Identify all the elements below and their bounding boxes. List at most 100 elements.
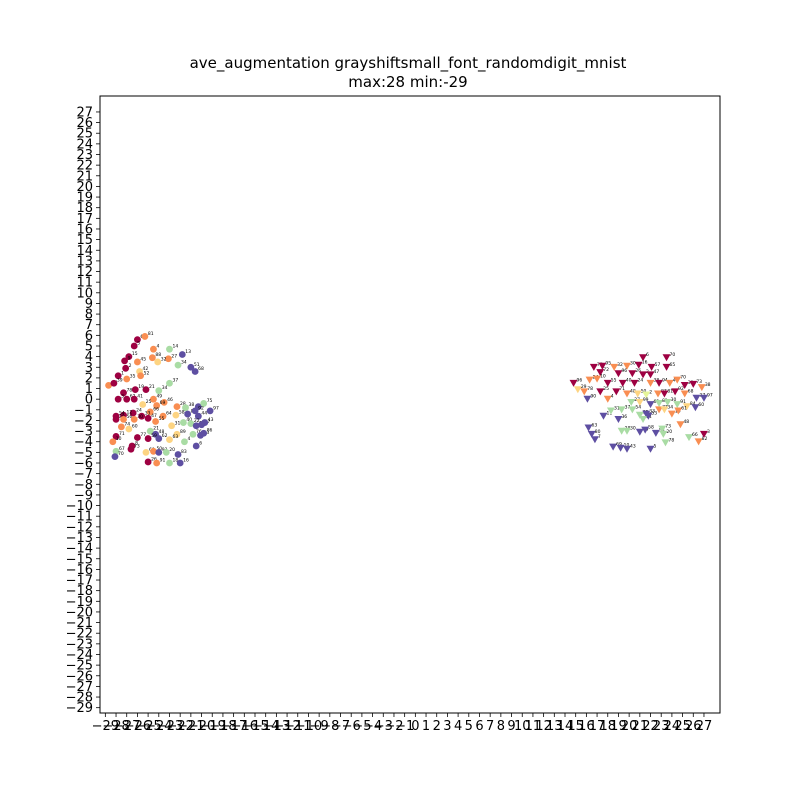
scatter-point-triangle: [680, 381, 689, 389]
scatter-point-circle: [142, 386, 150, 394]
scatter-point-triangle: [635, 398, 644, 406]
point-label: 97: [707, 393, 713, 399]
point-label: 10: [600, 373, 606, 379]
point-label: 1: [121, 370, 124, 376]
scatter-point-circle: [144, 414, 152, 422]
scatter-point-triangle: [590, 436, 599, 444]
y-tick-label: −9: [74, 488, 93, 503]
scatter-point-circle: [134, 336, 141, 344]
scatter-point-circle: [150, 395, 157, 403]
point-label: 35: [130, 373, 136, 379]
scatter-point-triangle: [691, 404, 700, 412]
y-tick-label: 17: [76, 212, 93, 227]
scatter-point-triangle: [587, 430, 596, 438]
y-tick-label: −18: [66, 584, 93, 599]
point-label: 96: [621, 368, 627, 374]
scatter-point-triangle: [646, 379, 655, 387]
scatter-point-circle: [194, 412, 202, 420]
scatter-point-circle: [206, 407, 214, 415]
x-tick-label: 5: [465, 719, 473, 734]
y-tick-label: 7: [85, 318, 93, 333]
point-label: 81: [667, 388, 673, 394]
scatter-point-circle: [166, 345, 173, 353]
scatter-point-triangle: [660, 406, 669, 414]
scatter-point-circle: [127, 445, 135, 453]
point-label: 12: [127, 410, 133, 416]
scatter-point-triangle: [665, 379, 674, 387]
scatter-point-circle: [129, 409, 137, 417]
scatter-point-circle: [191, 368, 199, 375]
point-label: 50: [156, 446, 162, 452]
y-tick-label: 2: [85, 371, 93, 386]
y-tick-label: −6: [74, 457, 93, 472]
point-label: 15: [132, 351, 138, 357]
point-label: 4: [156, 344, 159, 350]
x-tick-label: −6: [342, 719, 361, 734]
scatter-point-circle: [192, 422, 200, 430]
plot-points: 6181541415945882713323451682425213517393…: [105, 331, 713, 467]
y-tick-label: 26: [76, 116, 93, 131]
scatter-point-triangle: [609, 443, 618, 451]
y-tick-label: 1: [85, 382, 93, 397]
scatter-point-triangle: [596, 388, 605, 396]
scatter-point-triangle: [697, 384, 706, 392]
y-tick-label: 21: [76, 169, 93, 184]
y-tick-label: 4: [85, 350, 93, 365]
y-tick-label: 25: [76, 127, 93, 142]
point-label: 49: [156, 394, 162, 400]
y-tick-label: 10: [76, 286, 93, 301]
scatter-point-triangle: [623, 427, 631, 435]
scatter-point-circle: [192, 442, 200, 450]
point-label: 4: [187, 436, 190, 442]
y-tick-label: −11: [66, 510, 93, 525]
point-label: 18: [172, 458, 178, 464]
scatter-point-triangle: [599, 412, 608, 420]
scatter-point-triangle: [667, 410, 676, 418]
point-label: 78: [587, 386, 593, 392]
scatter-point-triangle: [630, 379, 639, 387]
point-label: 70: [670, 352, 676, 358]
scatter-point-triangle: [639, 415, 648, 423]
x-tick-label: −20: [188, 719, 215, 734]
y-tick-label: −14: [66, 542, 93, 557]
scatter-point-circle: [152, 418, 159, 425]
point-label: 55: [159, 416, 165, 422]
x-tick-label: 11: [525, 719, 542, 734]
scatter-point-circle: [109, 438, 117, 446]
x-tick-label: 18: [599, 719, 616, 734]
scatter-point-circle: [166, 379, 173, 387]
scatter-point-circle: [178, 351, 186, 358]
x-tick-label: −28: [102, 719, 129, 734]
y-tick-label: 22: [76, 159, 93, 174]
point-label: 48: [683, 419, 689, 425]
point-label: 65: [670, 362, 676, 368]
y-tick-label: −13: [66, 531, 93, 546]
scatter-point-triangle: [641, 426, 650, 434]
scatter-point-triangle: [646, 401, 655, 409]
point-label: 13: [185, 349, 191, 355]
y-tick-label: 18: [76, 201, 93, 216]
point-label: 71: [619, 386, 625, 392]
scatter-point-triangle: [673, 401, 682, 409]
point-label: 19: [138, 384, 144, 390]
scatter-point-triangle: [569, 379, 578, 387]
scatter-point-triangle: [618, 379, 627, 387]
point-label: 92: [678, 386, 684, 392]
scatter-point-circle: [168, 422, 176, 430]
y-tick-label: −10: [66, 499, 93, 514]
point-label: 58: [179, 410, 185, 416]
y-tick-label: −27: [66, 680, 93, 695]
point-label: 6: [646, 352, 649, 358]
scatter-point-triangle: [635, 428, 644, 436]
axis-ticks: −29−28−27−26−25−24−23−22−21−20−19−18−17−…: [66, 105, 713, 734]
scatter-point-circle: [200, 429, 208, 437]
y-tick-label: 19: [76, 191, 93, 206]
y-tick-label: −5: [74, 446, 93, 461]
point-label: 69: [160, 400, 166, 406]
y-tick-label: −25: [66, 659, 93, 674]
point-label: 21: [153, 426, 159, 432]
point-label: 9: [128, 355, 131, 361]
scatter-point-triangle: [644, 412, 653, 420]
point-label: 48: [159, 429, 165, 435]
scatter-point-triangle: [685, 434, 693, 442]
